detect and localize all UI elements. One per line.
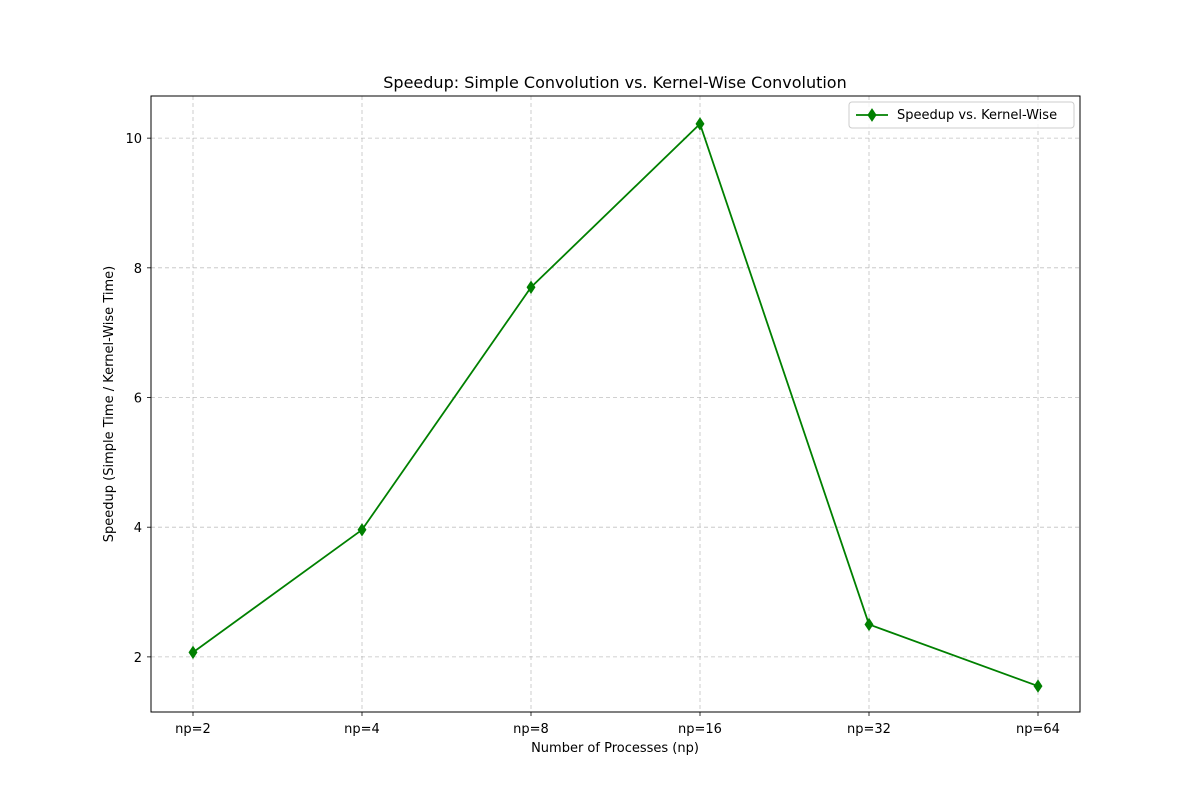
x-tick-label: np=64 bbox=[1016, 722, 1060, 737]
tick-labels: np=2 np=4 np=8 np=16 np=32 np=64 2 4 6 8 10 bbox=[125, 132, 1060, 737]
grid-lines bbox=[151, 96, 1080, 712]
data-point-diamond bbox=[695, 117, 705, 131]
x-axis-title: Number of Processes (np) bbox=[531, 741, 699, 756]
legend-diamond-marker bbox=[867, 108, 877, 122]
y-tick-label: 6 bbox=[134, 392, 142, 407]
axes bbox=[147, 95, 1081, 716]
data-point-diamond bbox=[864, 617, 874, 632]
y-tick-label: 4 bbox=[134, 521, 142, 536]
y-tick-label: 8 bbox=[134, 262, 142, 277]
y-tick-label: 10 bbox=[125, 132, 142, 147]
series-layer bbox=[188, 117, 1043, 693]
legend-label: Speedup vs. Kernel-Wise bbox=[897, 108, 1057, 123]
x-tick-label: np=2 bbox=[175, 722, 211, 737]
data-point-diamond bbox=[526, 280, 536, 295]
x-tick-label: np=8 bbox=[513, 722, 549, 737]
data-point-diamond bbox=[1033, 679, 1043, 693]
y-tick-label: 2 bbox=[134, 651, 142, 666]
legend: Speedup vs. Kernel-Wise bbox=[848, 101, 1075, 129]
data-point-diamond bbox=[188, 645, 198, 660]
x-tick-label: np=32 bbox=[847, 722, 891, 737]
legend-frame bbox=[848, 101, 1075, 129]
series-line bbox=[192, 122, 1039, 687]
x-tick-label: np=4 bbox=[344, 722, 380, 737]
x-tick-label: np=16 bbox=[678, 722, 722, 737]
chart-title: Speedup: Simple Convolution vs. Kernel-W… bbox=[383, 73, 846, 92]
data-point-diamond bbox=[357, 523, 367, 537]
y-axis-title: Speedup (Simple Time / Kernel-Wise Time) bbox=[102, 266, 117, 542]
plot-frame bbox=[150, 95, 1081, 713]
